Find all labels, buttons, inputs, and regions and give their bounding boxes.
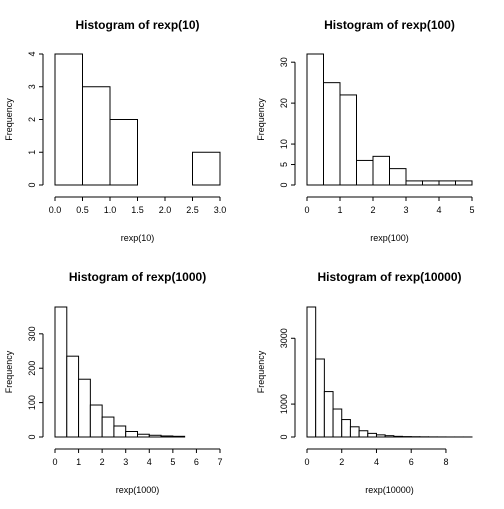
histogram-bar [359, 431, 368, 437]
x-tick-label: 0.0 [49, 205, 62, 215]
x-tick-label: 4 [147, 457, 152, 467]
histogram-bar [161, 436, 173, 437]
histogram-panel-4: Histogram of rexp(10000) 0 2 4 6 8 0 1000 3000 re… [256, 270, 472, 495]
x-tick-label: 7 [217, 457, 222, 467]
y-tick-label: 4 [27, 51, 37, 56]
x-tick-label: 1 [337, 205, 342, 215]
x-tick-label: 3 [123, 457, 128, 467]
histogram-bar [324, 392, 333, 437]
histogram-bar [55, 54, 83, 185]
y-tick-label: 10 [279, 139, 289, 149]
y-tick-label: 100 [27, 395, 37, 410]
y-axis-label: Frequency [4, 98, 14, 141]
y-tick-label: 2 [27, 117, 37, 122]
histogram-bar [340, 95, 357, 185]
x-tick-label: 2 [339, 457, 344, 467]
y-tick-label: 0 [279, 182, 289, 187]
histogram-bar [406, 181, 423, 185]
histogram-bar [138, 434, 150, 437]
x-tick-label: 3 [403, 205, 408, 215]
y-tick-label: 200 [27, 361, 37, 376]
y-tick-label: 300 [27, 326, 37, 341]
y-axis-label: Frequency [256, 350, 266, 393]
x-tick-label: 2 [100, 457, 105, 467]
chart-title: Histogram of rexp(100) [324, 18, 455, 32]
x-tick-label: 6 [194, 457, 199, 467]
x-axis-label: rexp(1000) [116, 485, 160, 495]
histogram-bar [333, 409, 342, 437]
x-tick-label: 2 [370, 205, 375, 215]
x-tick-label: 6 [409, 457, 414, 467]
histogram-bar [114, 426, 126, 437]
chart-title: Histogram of rexp(10) [75, 18, 199, 32]
histogram-bar [423, 181, 440, 185]
histogram-bar [368, 433, 377, 437]
histogram-bar [55, 307, 67, 437]
y-axis-label: Frequency [256, 98, 266, 141]
histogram-bar [350, 427, 359, 437]
histogram-bar [173, 436, 185, 437]
x-tick-label: 0 [52, 457, 57, 467]
x-tick-label: 1 [76, 457, 81, 467]
y-tick-label: 1 [27, 150, 37, 155]
histogram-bar [110, 120, 138, 186]
histogram-bar [90, 405, 102, 437]
x-tick-label: 0 [304, 205, 309, 215]
histogram-bar [456, 181, 473, 185]
histogram-panel-2: Histogram of rexp(100) 0 1 2 3 4 5 0 5 10 20 30 rexp… [256, 18, 475, 243]
histogram-bar [373, 156, 390, 185]
histogram-panel-1: Histogram of rexp(10) 0.0 0.5 1.0 1.5 2.0 2.5 3… [4, 18, 226, 243]
histogram-bar [307, 307, 316, 437]
histogram-bar [83, 87, 111, 185]
x-axis-label: rexp(100) [370, 233, 409, 243]
y-tick-label: 3 [27, 84, 37, 89]
y-axis-label: Frequency [4, 350, 14, 393]
y-tick-label: 30 [279, 57, 289, 67]
x-axis-label: rexp(10) [121, 233, 155, 243]
x-tick-label: 2.0 [159, 205, 172, 215]
chart-title: Histogram of rexp(1000) [69, 270, 206, 284]
histogram-bar [102, 417, 114, 437]
x-tick-label: 3.0 [214, 205, 227, 215]
x-tick-label: 1.5 [131, 205, 144, 215]
histogram-bar [439, 181, 456, 185]
y-tick-label: 0 [279, 434, 289, 439]
histogram-bar [193, 152, 221, 185]
histogram-bar [385, 436, 394, 437]
y-tick-label: 1000 [279, 394, 289, 414]
histogram-bar [357, 160, 374, 185]
histogram-bar [316, 359, 325, 437]
histogram-bar [79, 379, 91, 437]
y-tick-label: 20 [279, 98, 289, 108]
histogram-bar [390, 169, 407, 185]
histogram-panel-3: Histogram of rexp(1000) 0 1 2 3 4 5 6 7 0 100 200 30… [4, 270, 223, 495]
x-tick-label: 0 [304, 457, 309, 467]
x-tick-label: 2.5 [186, 205, 199, 215]
y-tick-label: 0 [27, 434, 37, 439]
x-tick-label: 4 [436, 205, 441, 215]
histogram-bar [342, 420, 351, 437]
chart-title: Histogram of rexp(10000) [317, 270, 461, 284]
x-tick-label: 5 [170, 457, 175, 467]
y-tick-label: 3000 [279, 328, 289, 348]
x-tick-label: 4 [374, 457, 379, 467]
x-tick-label: 5 [469, 205, 474, 215]
histogram-bar [394, 436, 403, 437]
x-tick-label: 1.0 [104, 205, 117, 215]
histogram-bar [126, 431, 138, 437]
x-tick-label: 8 [443, 457, 448, 467]
y-tick-label: 5 [279, 162, 289, 167]
histogram-bar [324, 83, 341, 185]
histogram-bar [376, 435, 385, 437]
histogram-bar [307, 54, 324, 185]
x-axis-label: rexp(10000) [365, 485, 414, 495]
y-tick-label: 0 [27, 182, 37, 187]
histogram-bar [67, 356, 79, 437]
histogram-bar [149, 435, 161, 437]
x-tick-label: 0.5 [76, 205, 89, 215]
